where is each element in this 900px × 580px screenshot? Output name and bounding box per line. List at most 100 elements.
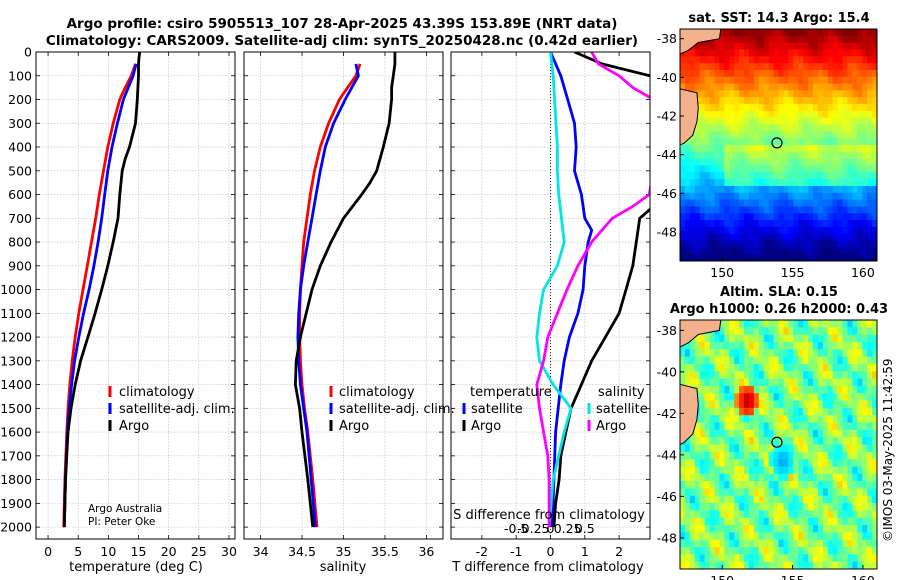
map-cell xyxy=(798,407,804,416)
map-cell xyxy=(862,356,868,365)
map-cell xyxy=(793,192,799,201)
map-cell xyxy=(714,131,720,139)
map-cell xyxy=(808,532,814,541)
map-cell xyxy=(793,206,799,214)
series-argo-line xyxy=(293,52,397,528)
map-cell xyxy=(778,117,785,126)
map-cell xyxy=(763,117,770,126)
map-cell xyxy=(783,437,789,446)
map-cell xyxy=(699,124,706,132)
map-cell xyxy=(694,488,701,497)
map-cell xyxy=(734,525,740,533)
map-cell xyxy=(744,503,750,512)
map-cell xyxy=(709,206,716,214)
map-cell xyxy=(867,145,873,153)
map-cell xyxy=(862,226,868,235)
map-cell xyxy=(872,561,877,569)
map-cell xyxy=(872,488,877,497)
map-cell xyxy=(872,158,877,167)
map-cell xyxy=(704,172,711,180)
map-cell xyxy=(808,117,814,126)
map-cell xyxy=(684,226,691,235)
map-cell xyxy=(783,400,789,409)
map-cell xyxy=(719,349,725,358)
map-cell xyxy=(768,97,775,105)
map-cell xyxy=(714,254,720,261)
map-cell xyxy=(817,334,824,343)
map-cell xyxy=(817,42,824,51)
map-cell xyxy=(753,165,760,173)
map-cell xyxy=(798,422,804,431)
map-cell xyxy=(842,459,849,468)
map-cell xyxy=(852,29,858,37)
map-cell xyxy=(758,451,765,460)
map-cell xyxy=(729,138,735,146)
map-cell xyxy=(822,90,829,98)
map-cell xyxy=(842,158,849,167)
map-cell xyxy=(827,49,834,57)
map-cell xyxy=(719,371,725,380)
map-cell xyxy=(788,371,794,380)
map-cell xyxy=(704,233,711,242)
map-cell xyxy=(857,151,863,160)
map-cell xyxy=(758,429,765,438)
y-tick-label: 1100 xyxy=(0,306,32,321)
map-cell xyxy=(793,334,799,343)
map-cell xyxy=(753,503,760,512)
map-cell xyxy=(758,185,765,194)
map-cell xyxy=(689,151,696,160)
map-cell xyxy=(709,220,716,228)
map-cell xyxy=(680,192,686,201)
map-cell xyxy=(694,131,701,139)
map-cell xyxy=(798,151,804,160)
map-cell xyxy=(699,254,706,261)
map-cell xyxy=(734,363,740,372)
map-cell xyxy=(729,90,735,98)
map-cell xyxy=(867,400,873,409)
map-cell xyxy=(827,320,834,328)
map-cell xyxy=(793,459,799,468)
map-cell xyxy=(778,459,785,468)
map-cell xyxy=(758,363,765,372)
map-cell xyxy=(739,240,745,248)
map-cell xyxy=(872,56,877,64)
map-cell xyxy=(783,422,789,431)
map-cell xyxy=(832,97,839,105)
map-cell xyxy=(704,532,711,541)
map-cell xyxy=(803,192,809,201)
map-cell xyxy=(832,415,839,424)
x-tick-label: 36 xyxy=(418,544,434,559)
map-cell xyxy=(704,151,711,160)
map-cell xyxy=(872,63,877,71)
map-cell xyxy=(748,145,755,153)
map-cell xyxy=(852,371,858,380)
map-cell xyxy=(699,539,706,548)
map-cell xyxy=(704,247,711,255)
map-cell xyxy=(817,481,824,490)
map-cell xyxy=(872,400,877,409)
map-cell xyxy=(773,371,780,380)
map-cell xyxy=(832,69,839,78)
map-cell xyxy=(773,503,780,512)
map-y-tick-label: -44 xyxy=(657,447,677,462)
map-cell xyxy=(847,393,853,402)
map-cell xyxy=(704,97,711,105)
map-cell xyxy=(778,247,785,255)
map-cell xyxy=(773,510,780,519)
map-cell xyxy=(857,90,863,98)
map-cell xyxy=(734,488,740,497)
map-cell xyxy=(734,90,740,98)
map-cell xyxy=(817,385,824,394)
map-cell xyxy=(768,363,775,372)
map-cell xyxy=(778,213,785,221)
map-cell xyxy=(798,400,804,409)
map-cell xyxy=(768,385,775,394)
map-cell xyxy=(812,561,819,569)
map-cell xyxy=(689,481,696,490)
map-cell xyxy=(867,49,873,57)
map-cell xyxy=(842,356,849,365)
map-cell xyxy=(832,547,839,555)
map-cell xyxy=(872,138,877,146)
map-cell xyxy=(857,547,863,555)
map-cell xyxy=(842,334,849,343)
